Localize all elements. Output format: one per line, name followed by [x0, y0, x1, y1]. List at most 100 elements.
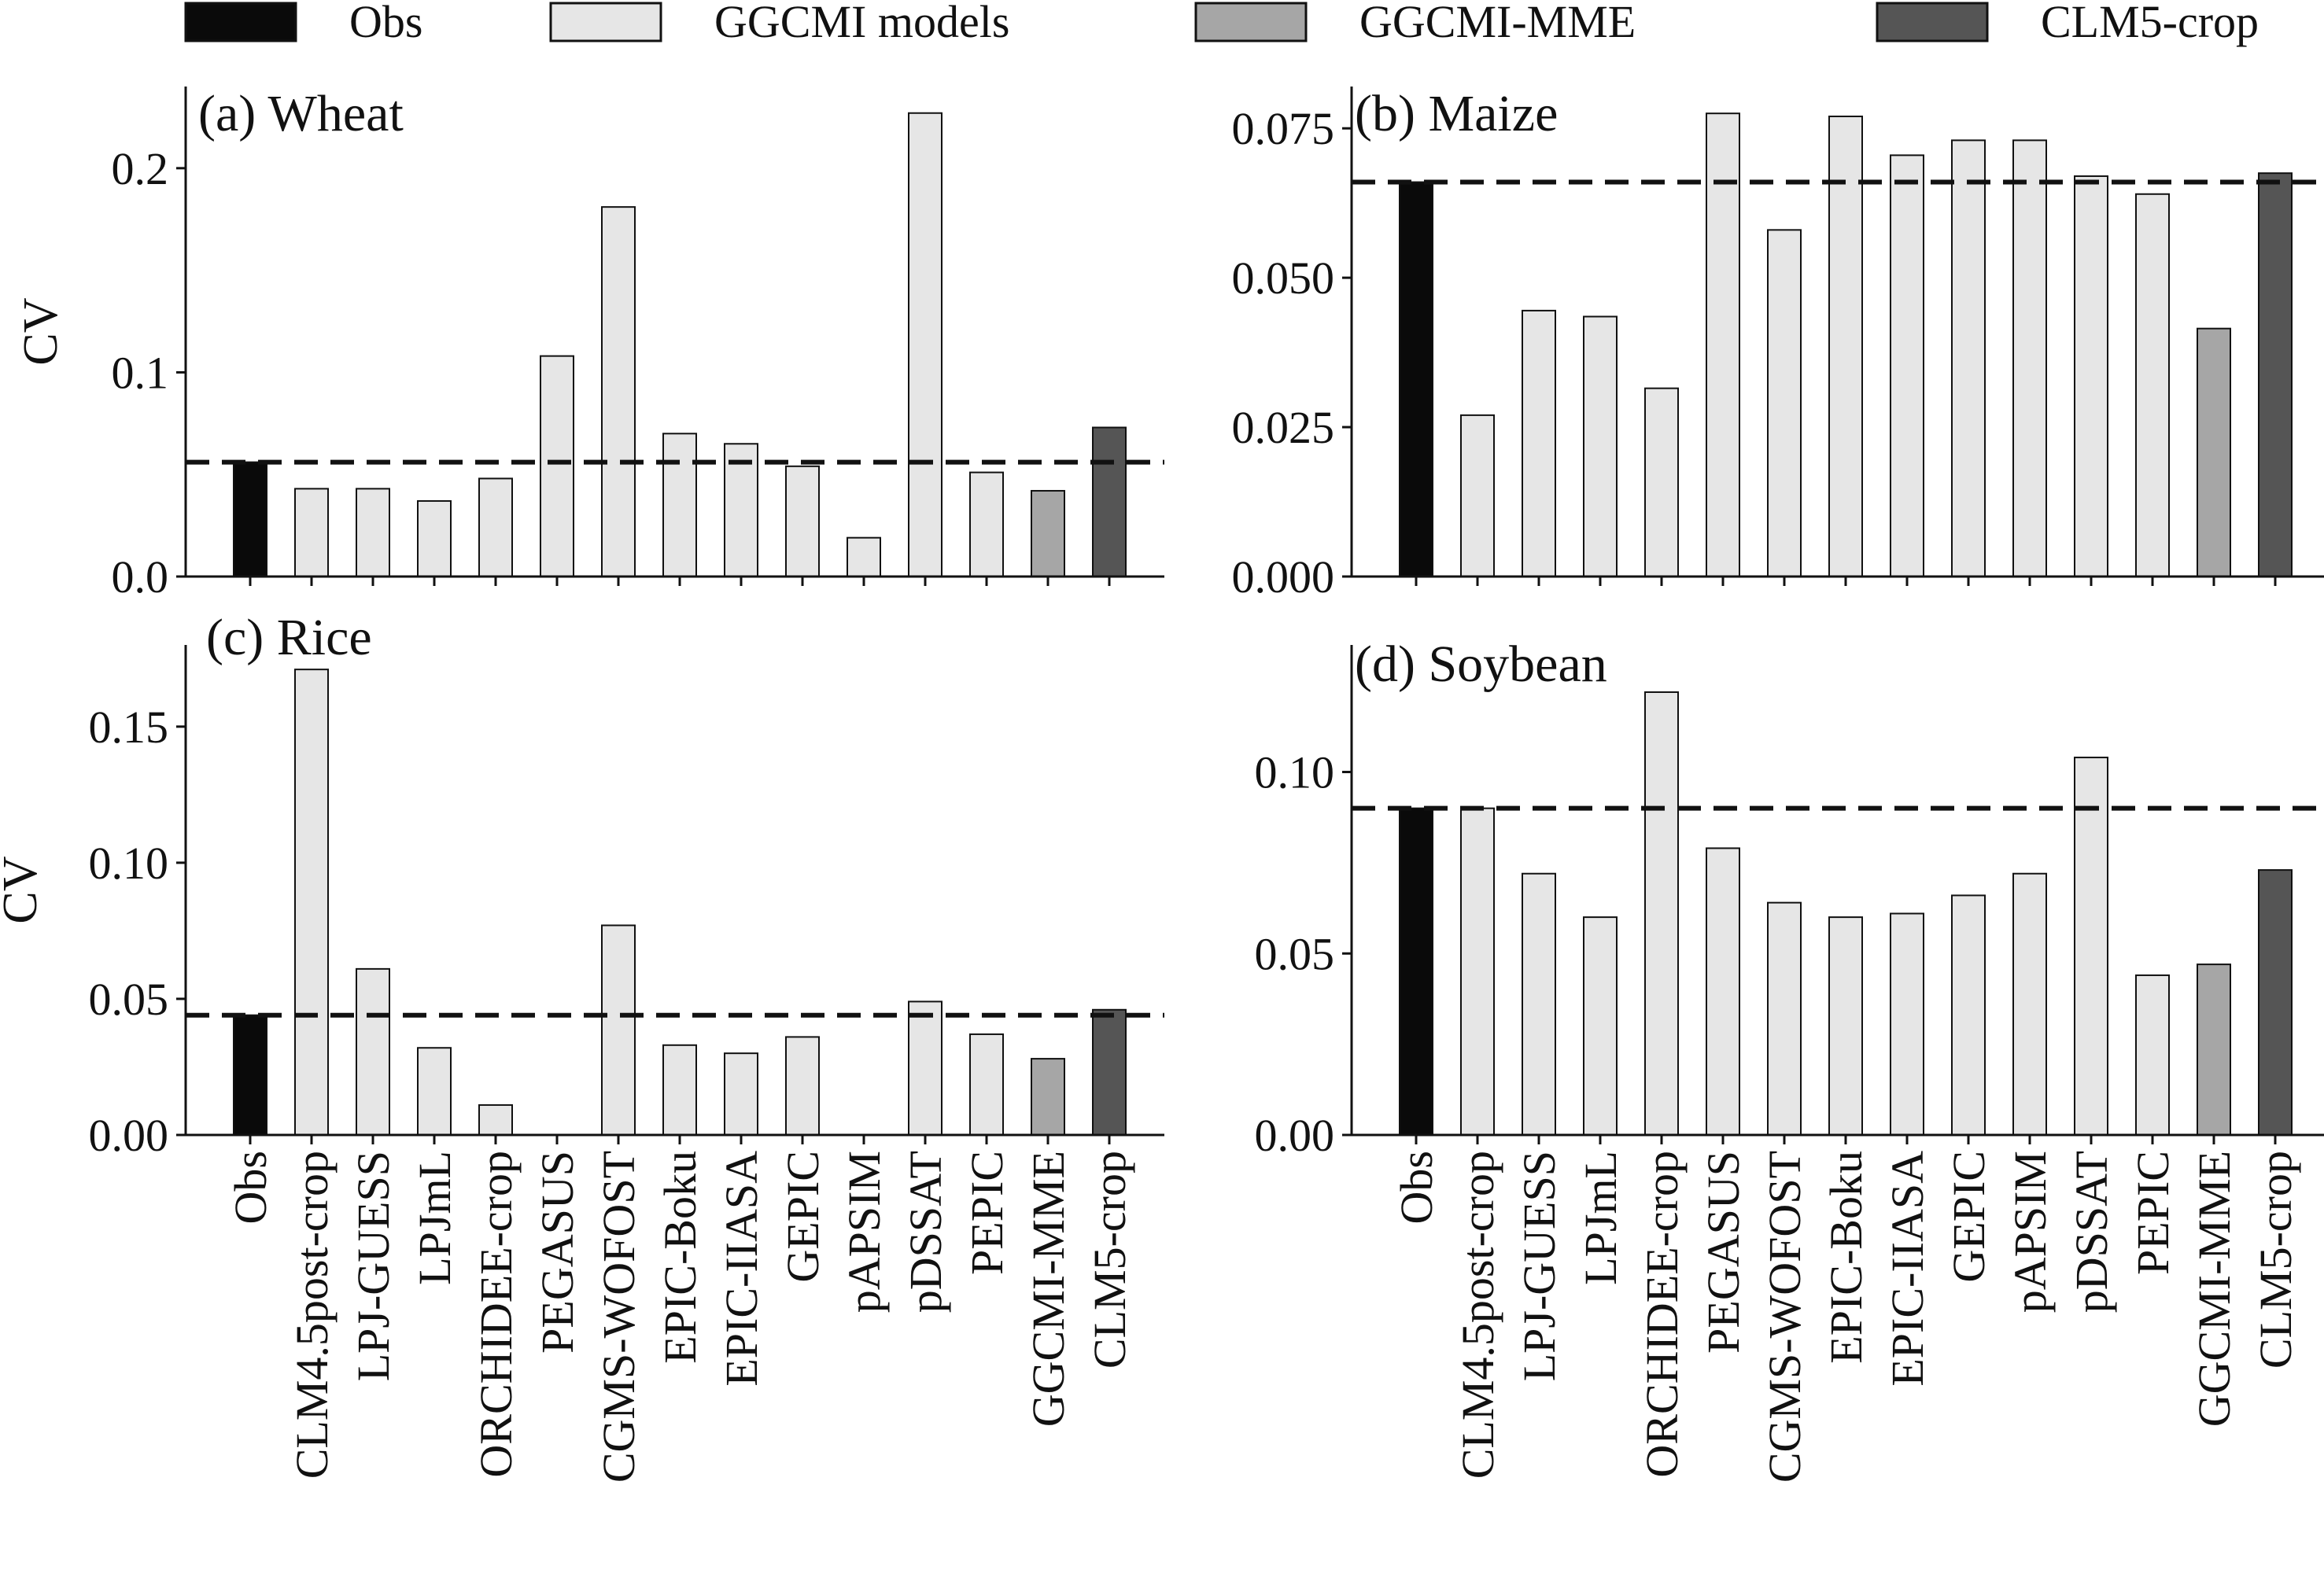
x-tick-label: CLM4.5post-crop — [286, 1151, 338, 1479]
bar-lpjml — [1583, 916, 1618, 1136]
bar-papsim — [2012, 139, 2047, 577]
bar-ggcmi-mme — [2197, 327, 2231, 577]
y-tick-label: 0.025 — [1232, 402, 1335, 453]
bar-pepic — [969, 1033, 1004, 1136]
bar-ggcmi-mme — [1031, 1058, 1065, 1136]
y-tick-label: 0.000 — [1232, 551, 1335, 602]
bar-ggcmi-mme — [1031, 489, 1065, 577]
bar-clm5-crop — [1092, 426, 1127, 577]
x-tick-label: LPJ-GUESS — [1514, 1151, 1565, 1381]
bar-lpj-guess — [356, 488, 390, 577]
x-tick-label: LPJ-GUESS — [348, 1151, 399, 1381]
legend-swatch — [1876, 2, 1989, 42]
x-tick-label: CGMS-WOFOST — [1759, 1151, 1810, 1483]
bar-clm4.5post-crop — [1460, 807, 1495, 1136]
bar-ggcmi-mme — [2197, 963, 2231, 1137]
x-tick-label: EPIC-IIASA — [716, 1151, 767, 1387]
bar-pdssat — [908, 1000, 943, 1136]
legend-label: GGCMI-MME — [1359, 0, 1636, 47]
bar-gepic — [785, 1036, 820, 1137]
x-tick-label: GEPIC — [1943, 1151, 1994, 1283]
bar-cgms-wofost — [601, 924, 636, 1136]
bar-lpjml — [1583, 315, 1618, 577]
bar-pegasus — [1706, 112, 1740, 577]
legend-label: GGCMI models — [714, 0, 1009, 47]
panel-title: (c) Rice — [206, 609, 372, 666]
bar-orchidee-crop — [1644, 387, 1679, 577]
panel-title: (b) Maize — [1355, 85, 1558, 142]
bar-gepic — [1951, 139, 1986, 577]
x-tick-label: PEGASUS — [1698, 1151, 1749, 1354]
x-tick-label: EPIC-IIASA — [1882, 1151, 1933, 1387]
bar-lpjml — [417, 499, 452, 577]
x-tick-label: CLM5-crop — [1084, 1151, 1135, 1369]
bar-cgms-wofost — [1767, 229, 1802, 577]
bar-pegasus — [1706, 847, 1740, 1137]
legend-swatch — [549, 2, 662, 42]
bar-pepic — [2135, 193, 2170, 577]
legend-label: CLM5-crop — [2041, 0, 2259, 47]
x-tick-label: GEPIC — [777, 1151, 828, 1283]
bar-obs — [1399, 807, 1433, 1136]
y-tick-label: 0.050 — [1232, 252, 1335, 304]
x-tick-label: EPIC-Boku — [655, 1151, 706, 1364]
bar-epic-boku — [662, 1044, 697, 1136]
bar-epic-iiasa — [724, 443, 758, 577]
y-tick-label: 0.00 — [89, 1110, 169, 1161]
bar-papsim — [2012, 872, 2047, 1136]
y-tick-label: 0.15 — [89, 702, 169, 753]
bar-epic-iiasa — [1890, 912, 1924, 1137]
y-tick-label: 0.075 — [1232, 103, 1335, 154]
bar-epic-boku — [1828, 115, 1863, 578]
panel-title: (a) Wheat — [198, 85, 404, 142]
bar-orchidee-crop — [1644, 691, 1679, 1136]
x-tick-label: Obs — [1391, 1151, 1442, 1224]
x-tick-label: LPJmL — [409, 1151, 460, 1285]
bar-obs — [233, 461, 267, 578]
bar-clm5-crop — [1092, 1008, 1127, 1137]
bar-epic-boku — [662, 433, 697, 578]
x-tick-label: GGCMI-MME — [2189, 1151, 2240, 1427]
legend-swatch — [184, 2, 297, 42]
y-axis-label: CV — [14, 297, 68, 365]
x-tick-label: pAPSIM — [2005, 1151, 2056, 1313]
legend-swatch — [1194, 2, 1308, 42]
y-tick-label: 0.10 — [89, 838, 169, 889]
x-tick-label: GGCMI-MME — [1023, 1151, 1074, 1427]
bar-orchidee-crop — [478, 477, 513, 578]
x-tick-label: CGMS-WOFOST — [593, 1151, 644, 1483]
bar-cgms-wofost — [1767, 901, 1802, 1136]
bar-pepic — [969, 471, 1004, 577]
x-tick-label: Obs — [225, 1151, 276, 1224]
bar-lpj-guess — [356, 967, 390, 1136]
bar-epic-iiasa — [1890, 154, 1924, 577]
bar-gepic — [785, 465, 820, 578]
bar-epic-iiasa — [724, 1052, 758, 1136]
x-tick-label: PEPIC — [2127, 1151, 2178, 1275]
bar-obs — [233, 1014, 267, 1136]
y-tick-label: 0.1 — [112, 347, 169, 398]
bar-clm4.5post-crop — [294, 669, 329, 1136]
x-tick-label: ORCHIDEE-crop — [1636, 1151, 1688, 1478]
y-tick-label: 0.0 — [112, 551, 169, 602]
bar-pepic — [2135, 974, 2170, 1136]
y-tick-label: 0.05 — [89, 974, 169, 1025]
y-tick-label: 0.05 — [1255, 928, 1335, 979]
x-tick-label: EPIC-Boku — [1820, 1151, 1872, 1364]
x-tick-label: PEPIC — [961, 1151, 1013, 1275]
x-tick-label: CLM4.5post-crop — [1452, 1151, 1503, 1479]
bar-clm5-crop — [2258, 172, 2293, 578]
bar-papsim — [847, 536, 881, 577]
bar-lpjml — [417, 1047, 452, 1136]
y-axis-label: CV — [0, 856, 47, 923]
x-tick-label: ORCHIDEE-crop — [470, 1151, 522, 1478]
bar-orchidee-crop — [478, 1103, 513, 1136]
bar-gepic — [1951, 894, 1986, 1137]
bar-lpj-guess — [1522, 309, 1556, 577]
bar-pegasus — [540, 355, 574, 577]
y-tick-label: 0.2 — [112, 143, 169, 194]
y-tick-label: 0.10 — [1255, 747, 1335, 798]
legend-label: Obs — [349, 0, 422, 47]
bar-obs — [1399, 181, 1433, 577]
